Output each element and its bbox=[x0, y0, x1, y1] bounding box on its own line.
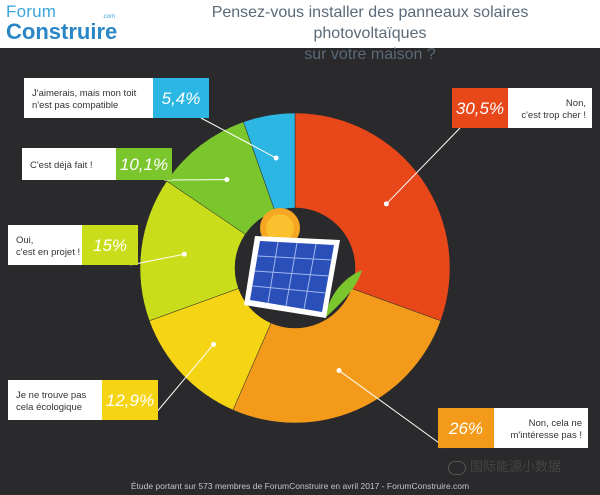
category-label: cela écologique bbox=[16, 402, 82, 413]
logo-line2: Construire bbox=[6, 19, 118, 44]
title-line1: Pensez-vous installer des panneaux solai… bbox=[211, 4, 529, 42]
slice-label: 26% Non, cela nem'intéresse pas ! bbox=[438, 408, 588, 448]
leader-dot bbox=[224, 177, 230, 183]
category-label: Non, bbox=[566, 98, 586, 109]
value-label: 15% bbox=[93, 236, 127, 255]
value-box bbox=[116, 148, 172, 180]
logo-com: .com bbox=[102, 14, 116, 20]
leader-dot bbox=[383, 201, 389, 207]
watermark-text: 国际能源小数据 bbox=[470, 460, 562, 475]
value-label: 5,4% bbox=[162, 89, 201, 108]
category-label: m'intéresse pas ! bbox=[510, 430, 582, 441]
logo-line1: Forum bbox=[6, 2, 57, 21]
solar-panel-icon bbox=[244, 236, 340, 318]
labels-group: 30,5% Non,c'est trop cher ! 26% Non, cela n… bbox=[8, 78, 592, 449]
title-line2: sur votre maison ? bbox=[304, 46, 436, 63]
leader-dot bbox=[181, 251, 187, 257]
slice-label: 10,1% C'est déjà fait ! bbox=[22, 148, 172, 180]
category-label: n'est pas compatible bbox=[32, 100, 118, 111]
value-box bbox=[102, 380, 158, 420]
category-label: C'est déjà fait ! bbox=[30, 160, 93, 171]
slices-group bbox=[139, 112, 451, 424]
value-label: 26% bbox=[448, 419, 483, 438]
leader-line bbox=[386, 127, 461, 205]
value-box bbox=[82, 225, 138, 265]
forum-construire-logo: Forum .com Construire bbox=[6, 2, 156, 46]
leader-line bbox=[338, 370, 447, 449]
donut-chart: 30,5% Non,c'est trop cher ! 26% Non, cela n… bbox=[8, 78, 592, 449]
leaf-icon bbox=[325, 270, 362, 318]
slice-label: 15% Oui,c'est en projet ! bbox=[8, 225, 138, 265]
value-label: 30,5% bbox=[456, 99, 504, 118]
leader-line bbox=[149, 344, 214, 421]
value-box bbox=[452, 88, 508, 128]
leader-dot bbox=[273, 155, 279, 161]
slice-label: 30,5% Non,c'est trop cher ! bbox=[452, 88, 592, 128]
slice bbox=[139, 180, 246, 322]
category-label: Je ne trouve pas bbox=[16, 390, 86, 401]
leader-dot bbox=[336, 368, 342, 374]
category-label: Oui, bbox=[16, 235, 33, 246]
leader-line bbox=[200, 117, 277, 159]
wechat-icon bbox=[448, 460, 466, 475]
value-label: 10,1% bbox=[120, 155, 168, 174]
category-label: Non, cela ne bbox=[529, 418, 582, 429]
footer-note: Étude portant sur 573 membres de ForumCo… bbox=[130, 481, 470, 491]
leader-line bbox=[129, 253, 185, 266]
category-label: J'aimerais, mais mon toit bbox=[32, 88, 137, 99]
category-label: c'est en projet ! bbox=[16, 247, 80, 258]
watermark: 国际能源小数据 bbox=[448, 456, 561, 475]
header: Forum .com Construire Pensez-vous instal… bbox=[0, 0, 600, 63]
value-box bbox=[438, 408, 494, 448]
value-label: 12,9% bbox=[106, 391, 154, 410]
value-box bbox=[153, 78, 209, 118]
category-label: c'est trop cher ! bbox=[521, 110, 586, 121]
chart-title: Pensez-vous installer des panneaux solai… bbox=[160, 2, 580, 65]
leader-dot bbox=[211, 341, 217, 347]
